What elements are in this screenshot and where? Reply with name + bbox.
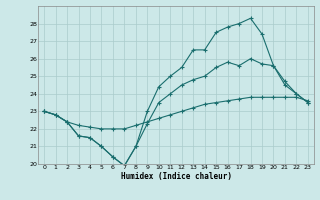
X-axis label: Humidex (Indice chaleur): Humidex (Indice chaleur): [121, 172, 231, 181]
